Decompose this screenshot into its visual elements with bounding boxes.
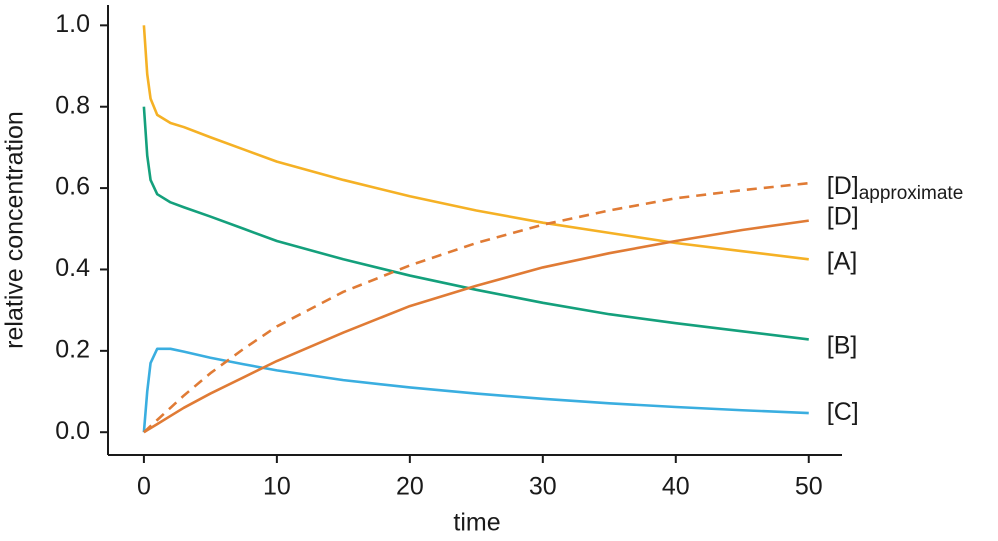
series-line bbox=[143, 181, 809, 434]
series-label-name: [D] bbox=[827, 202, 859, 230]
x-tick-label: 30 bbox=[529, 473, 557, 501]
series-label-name: [D] bbox=[827, 172, 859, 200]
y-axis-title: relative concentration bbox=[1, 111, 29, 349]
y-tick-label: 0.0 bbox=[55, 417, 90, 445]
y-tick-label: 0.8 bbox=[55, 91, 90, 119]
series-line bbox=[142, 106, 809, 341]
series-label: [D]approximate bbox=[827, 172, 964, 204]
series-line bbox=[142, 25, 809, 261]
series-label-subscript: approximate bbox=[859, 183, 964, 204]
series-line bbox=[142, 347, 809, 433]
series-line bbox=[143, 219, 809, 434]
x-tick-label: 50 bbox=[795, 473, 823, 501]
series-label: [A] bbox=[827, 247, 858, 275]
y-tick-label: 0.2 bbox=[55, 335, 90, 363]
y-tick-label: 0.6 bbox=[55, 173, 90, 201]
series-label: [C] bbox=[827, 398, 859, 426]
series-label-name: [B] bbox=[827, 331, 858, 359]
x-axis-title: time bbox=[453, 509, 500, 537]
x-tick-label: 10 bbox=[263, 473, 291, 501]
series-label: [D] bbox=[827, 202, 859, 230]
y-tick-label: 1.0 bbox=[55, 10, 90, 38]
y-tick-label: 0.4 bbox=[55, 254, 90, 282]
series-label: [B] bbox=[827, 331, 858, 359]
x-tick-label: 40 bbox=[662, 473, 690, 501]
x-tick-label: 20 bbox=[396, 473, 424, 501]
series-label-name: [C] bbox=[827, 398, 859, 426]
x-tick-label: 0 bbox=[137, 473, 151, 501]
series-label-name: [A] bbox=[827, 247, 858, 275]
